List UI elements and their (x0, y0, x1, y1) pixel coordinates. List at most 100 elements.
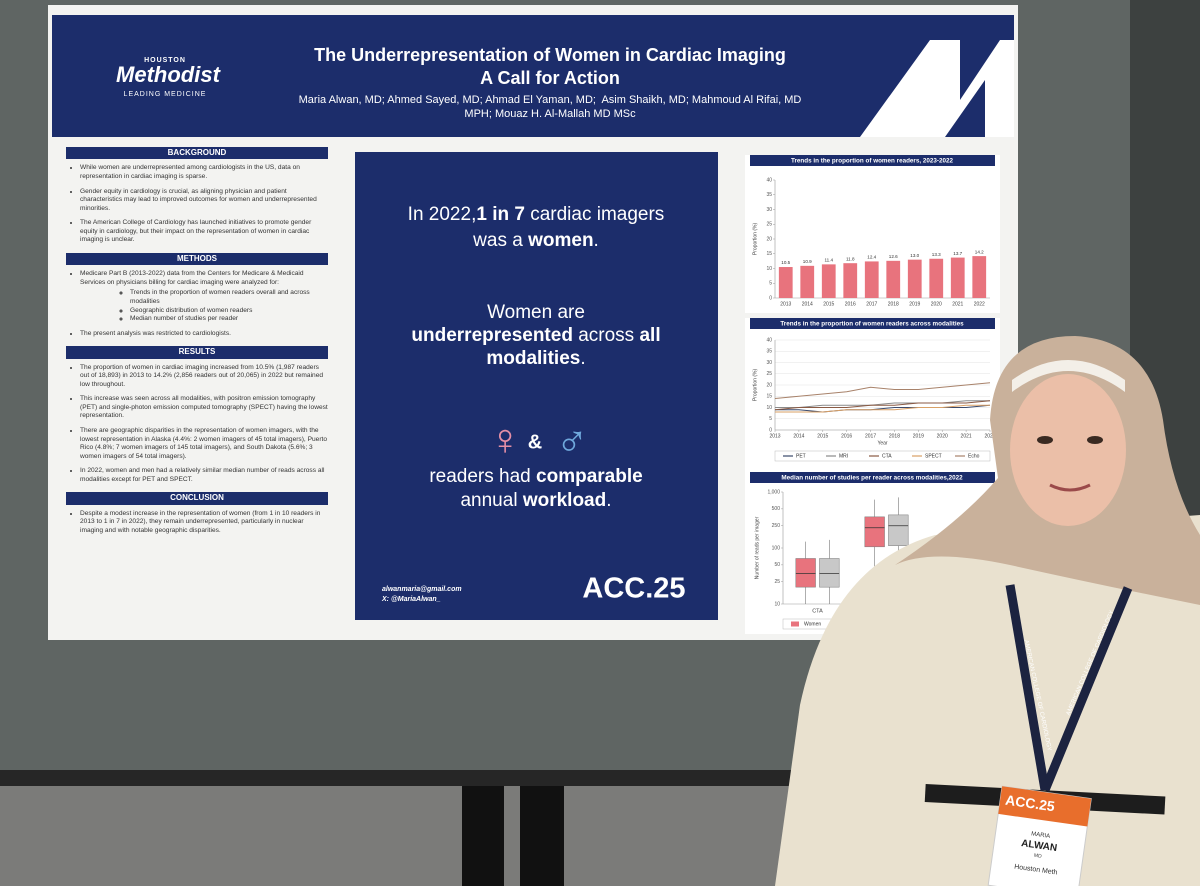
bullet: The present analysis was restricted to c… (80, 330, 328, 339)
logo-tagline: LEADING MEDICINE (124, 91, 207, 98)
chart: Trends in the proportion of women reader… (745, 155, 1000, 313)
box (819, 558, 840, 588)
eye (1037, 436, 1053, 444)
gender-symbol: & (528, 431, 542, 453)
value-label: 11.4 (824, 258, 833, 263)
bullet-text: Despite a modest increase in the represe… (80, 509, 321, 534)
x-tick-label: 2018 (889, 433, 900, 439)
authors: MPH; Mouaz H. Al-Mallah MD MSc (464, 108, 636, 120)
legend-label: Echo (968, 453, 980, 459)
x-tick-label: 2018 (888, 301, 899, 307)
y-tick-label: 10 (766, 266, 772, 272)
bar (843, 263, 858, 298)
box (888, 514, 909, 546)
x-tick-label: 2021 (961, 433, 972, 439)
bullet: There are geographic disparities in the … (80, 427, 328, 461)
bullet-list: Despite a modest increase in the represe… (66, 510, 328, 536)
line-series (775, 404, 990, 413)
y-tick-label: 100 (772, 545, 781, 551)
message-run: all (639, 325, 660, 346)
y-tick-label: 30 (766, 360, 772, 366)
message-line: annual workload. (460, 490, 611, 511)
message-run: 1 in 7 (476, 204, 525, 225)
bullet-list: Medicare Part B (2013-2022) data from th… (66, 270, 328, 338)
sub-bullet: Geographic distribution of women readers (130, 307, 328, 316)
y-tick-label: 15 (766, 394, 772, 400)
poster-title: A Call for Action (480, 68, 620, 88)
badge-last: ALWAN (1021, 838, 1058, 854)
x-tick-label: 2019 (913, 433, 924, 439)
leg (520, 786, 564, 886)
message-run: comparable (536, 466, 643, 487)
bar (950, 257, 965, 298)
bullet: The American College of Cardiology has l… (80, 219, 328, 245)
section-heading: RESULTS (66, 346, 328, 359)
contact: alwanmaria@gmail.com (382, 586, 462, 593)
message-run: cardiac imagers (525, 204, 664, 225)
section-heading: CONCLUSION (66, 492, 328, 505)
y-tick-label: 40 (766, 337, 772, 343)
badge-event: ACC.25 (1004, 792, 1056, 815)
x-tick-label: 2015 (823, 301, 834, 307)
x-tick-label: 2017 (866, 301, 877, 307)
sub-list: Trends in the proportion of women reader… (80, 289, 328, 323)
section-heading: METHODS (66, 252, 328, 266)
bullet-text: This increase was seen across all modali… (80, 395, 328, 420)
sub-bullet: Trends in the proportion of women reader… (130, 289, 328, 306)
y-tick-label: 500 (772, 506, 781, 512)
leg (462, 786, 504, 886)
underscarf (1012, 360, 1125, 392)
bullet: Despite a modest increase in the represe… (80, 510, 328, 536)
y-tick-label: 25 (774, 579, 780, 585)
authors: Maria Alwan, MD; Ahmed Sayed, MD; Ahmad … (299, 94, 802, 106)
bullet: The proportion of women in cardiac imagi… (80, 364, 328, 390)
x-tick-label: CTA (812, 608, 823, 614)
bullet-text: There are geographic disparities in the … (80, 426, 328, 460)
message-run: workload (522, 490, 606, 511)
value-label: 10.5 (781, 260, 790, 265)
line-series (774, 382, 991, 399)
conference-logo: ACC.25 (582, 573, 685, 605)
gender-symbol: ♀ (489, 416, 522, 465)
section-heading: BACKGROUND (66, 147, 328, 160)
legend-label: SPECT (925, 453, 942, 459)
y-tick-label: 10 (766, 405, 772, 411)
message-run: was a (472, 230, 528, 251)
bullet: This increase was seen across all modali… (80, 395, 328, 421)
bullet: In 2022, women and men had a relatively … (80, 467, 328, 484)
bullet: While women are underrepresented among c… (80, 164, 328, 181)
message-run: annual (460, 490, 522, 511)
bullet-text: Gender equity in cardiology is crucial, … (80, 187, 317, 212)
x-tick-label: 2013 (769, 433, 780, 439)
legend-label: MRI (839, 453, 848, 459)
bar (821, 264, 836, 298)
message-line: In 2022,1 in 7 cardiac imagers (408, 204, 665, 225)
bar (972, 256, 987, 298)
legend-label: Women (804, 621, 821, 627)
message-run: modalities (486, 348, 580, 369)
chart-title-bar (750, 318, 995, 329)
y-axis-label: Proportion (%) (752, 369, 758, 402)
y-tick-label: 25 (766, 371, 772, 377)
y-tick-label: 20 (766, 236, 772, 242)
message-run: underrepresented (411, 325, 573, 346)
poster-title: The Underrepresentation of Women in Card… (314, 45, 786, 65)
y-tick-label: 25 (766, 222, 772, 228)
bullet-list: While women are underrepresented among c… (66, 164, 328, 245)
y-tick-label: 35 (766, 349, 772, 355)
y-tick-label: 40 (766, 177, 772, 183)
x-tick-label: 2022 (974, 301, 985, 307)
message-line: underrepresented across all (411, 325, 660, 346)
badge-degree: MD (1033, 853, 1042, 860)
chart-title-bar (750, 155, 995, 166)
message-run: . (580, 348, 585, 369)
bullet-text: Medicare Part B (2013-2022) data from th… (80, 270, 304, 286)
y-tick-label: 35 (766, 192, 772, 198)
chart-title: Trends in the proportion of women reader… (791, 158, 954, 165)
message-line: was a women. (472, 230, 599, 251)
x-tick-label: 2017 (865, 433, 876, 439)
message-run: . (606, 490, 611, 511)
badge-band (998, 786, 1092, 827)
